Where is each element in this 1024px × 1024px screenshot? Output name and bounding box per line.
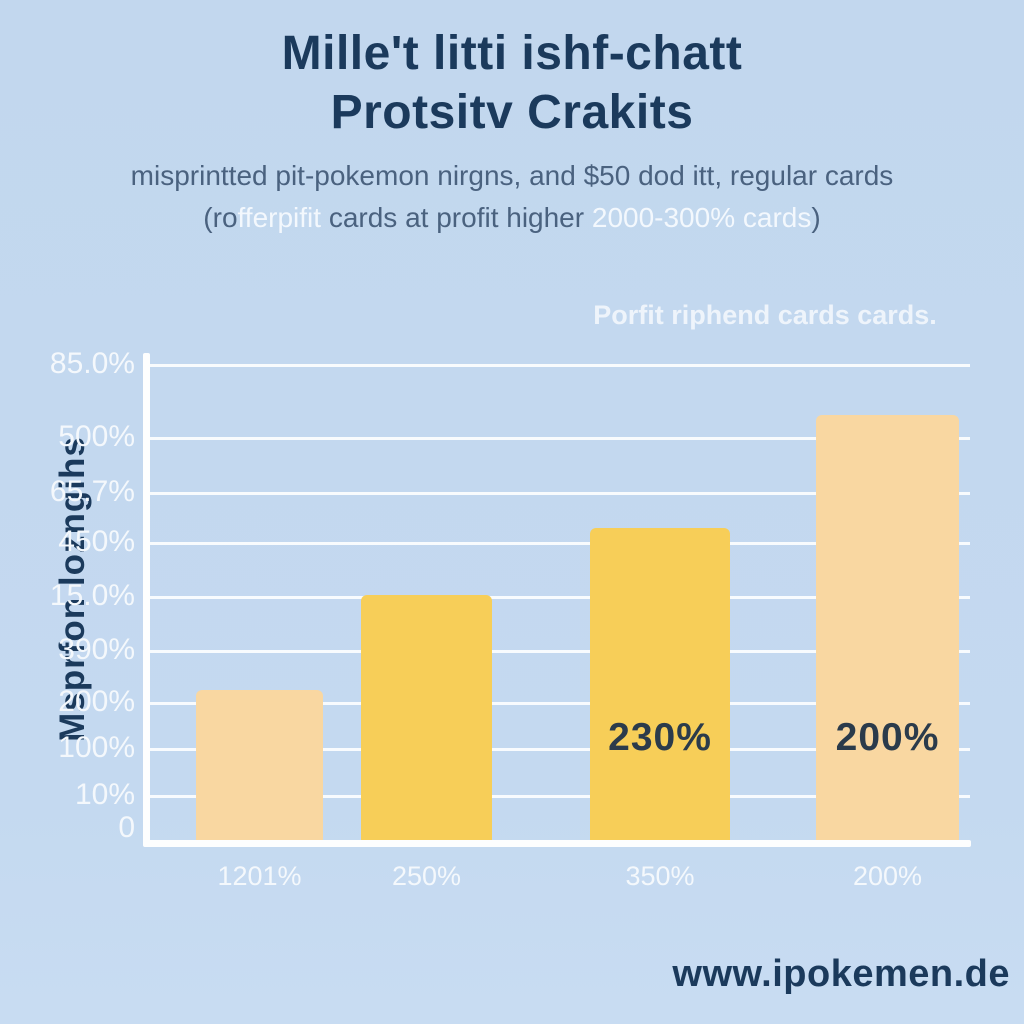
x-tick-label: 200% bbox=[852, 861, 923, 891]
gridline bbox=[150, 650, 970, 653]
bar-value-label: 230% bbox=[608, 716, 712, 759]
y-tick-label: 200% bbox=[58, 685, 135, 718]
x-tick-label: 1201% bbox=[217, 861, 302, 891]
subtitle-segment: (ro bbox=[203, 202, 238, 233]
gridline bbox=[150, 596, 970, 599]
bar-value-label: 200% bbox=[835, 716, 940, 759]
y-tick-label: 450% bbox=[58, 525, 135, 558]
y-tick-label: 390% bbox=[58, 633, 135, 666]
bar-3 bbox=[590, 528, 730, 840]
chart-subtitle-line2: (rofferpifit cards at profit higher 2000… bbox=[0, 202, 1024, 234]
y-tick-label: 15.0% bbox=[49, 579, 135, 612]
subtitle-segment: 2000-300% cards bbox=[591, 202, 812, 233]
chart-subtitle-line1: misprintted pit-pokemon nirgns, and $50 … bbox=[130, 160, 894, 191]
legend-label: Porfit riphend cards cards. bbox=[593, 300, 937, 330]
subtitle-segment: cards at profit higher bbox=[321, 202, 592, 233]
bar-4 bbox=[816, 415, 959, 840]
y-axis-line bbox=[143, 353, 150, 844]
x-tick-label: 350% bbox=[625, 861, 695, 891]
chart-title-line1: Mille't litti ishf-chatt bbox=[281, 27, 743, 80]
website-url: www.ipokemen.de bbox=[672, 953, 1010, 995]
gridline bbox=[150, 542, 970, 545]
gridline bbox=[150, 748, 970, 751]
y-tick-label: 85.0% bbox=[49, 347, 135, 380]
gridline bbox=[150, 364, 970, 367]
gridline bbox=[150, 795, 970, 798]
subtitle-segment: fferpifit bbox=[237, 202, 322, 233]
chart-title: Mille't litti ishf-chatt Protsitv Crakit… bbox=[0, 24, 1024, 142]
chart-title-line2: Protsitv Crakits bbox=[330, 86, 694, 139]
gridline bbox=[150, 702, 970, 705]
bar-1 bbox=[196, 690, 323, 840]
y-tick-label: 100% bbox=[58, 731, 135, 764]
y-tick-label: 65.7% bbox=[49, 475, 135, 508]
y-tick-label: 0 bbox=[118, 811, 135, 844]
subtitle-segment: ) bbox=[811, 202, 821, 233]
y-tick-label: 10% bbox=[74, 778, 135, 811]
gridline bbox=[150, 492, 970, 495]
gridline bbox=[150, 437, 970, 440]
bar-2 bbox=[361, 595, 492, 840]
y-tick-label: 500% bbox=[58, 420, 135, 453]
x-tick-label: 250% bbox=[391, 861, 462, 891]
x-axis-line bbox=[143, 840, 971, 847]
